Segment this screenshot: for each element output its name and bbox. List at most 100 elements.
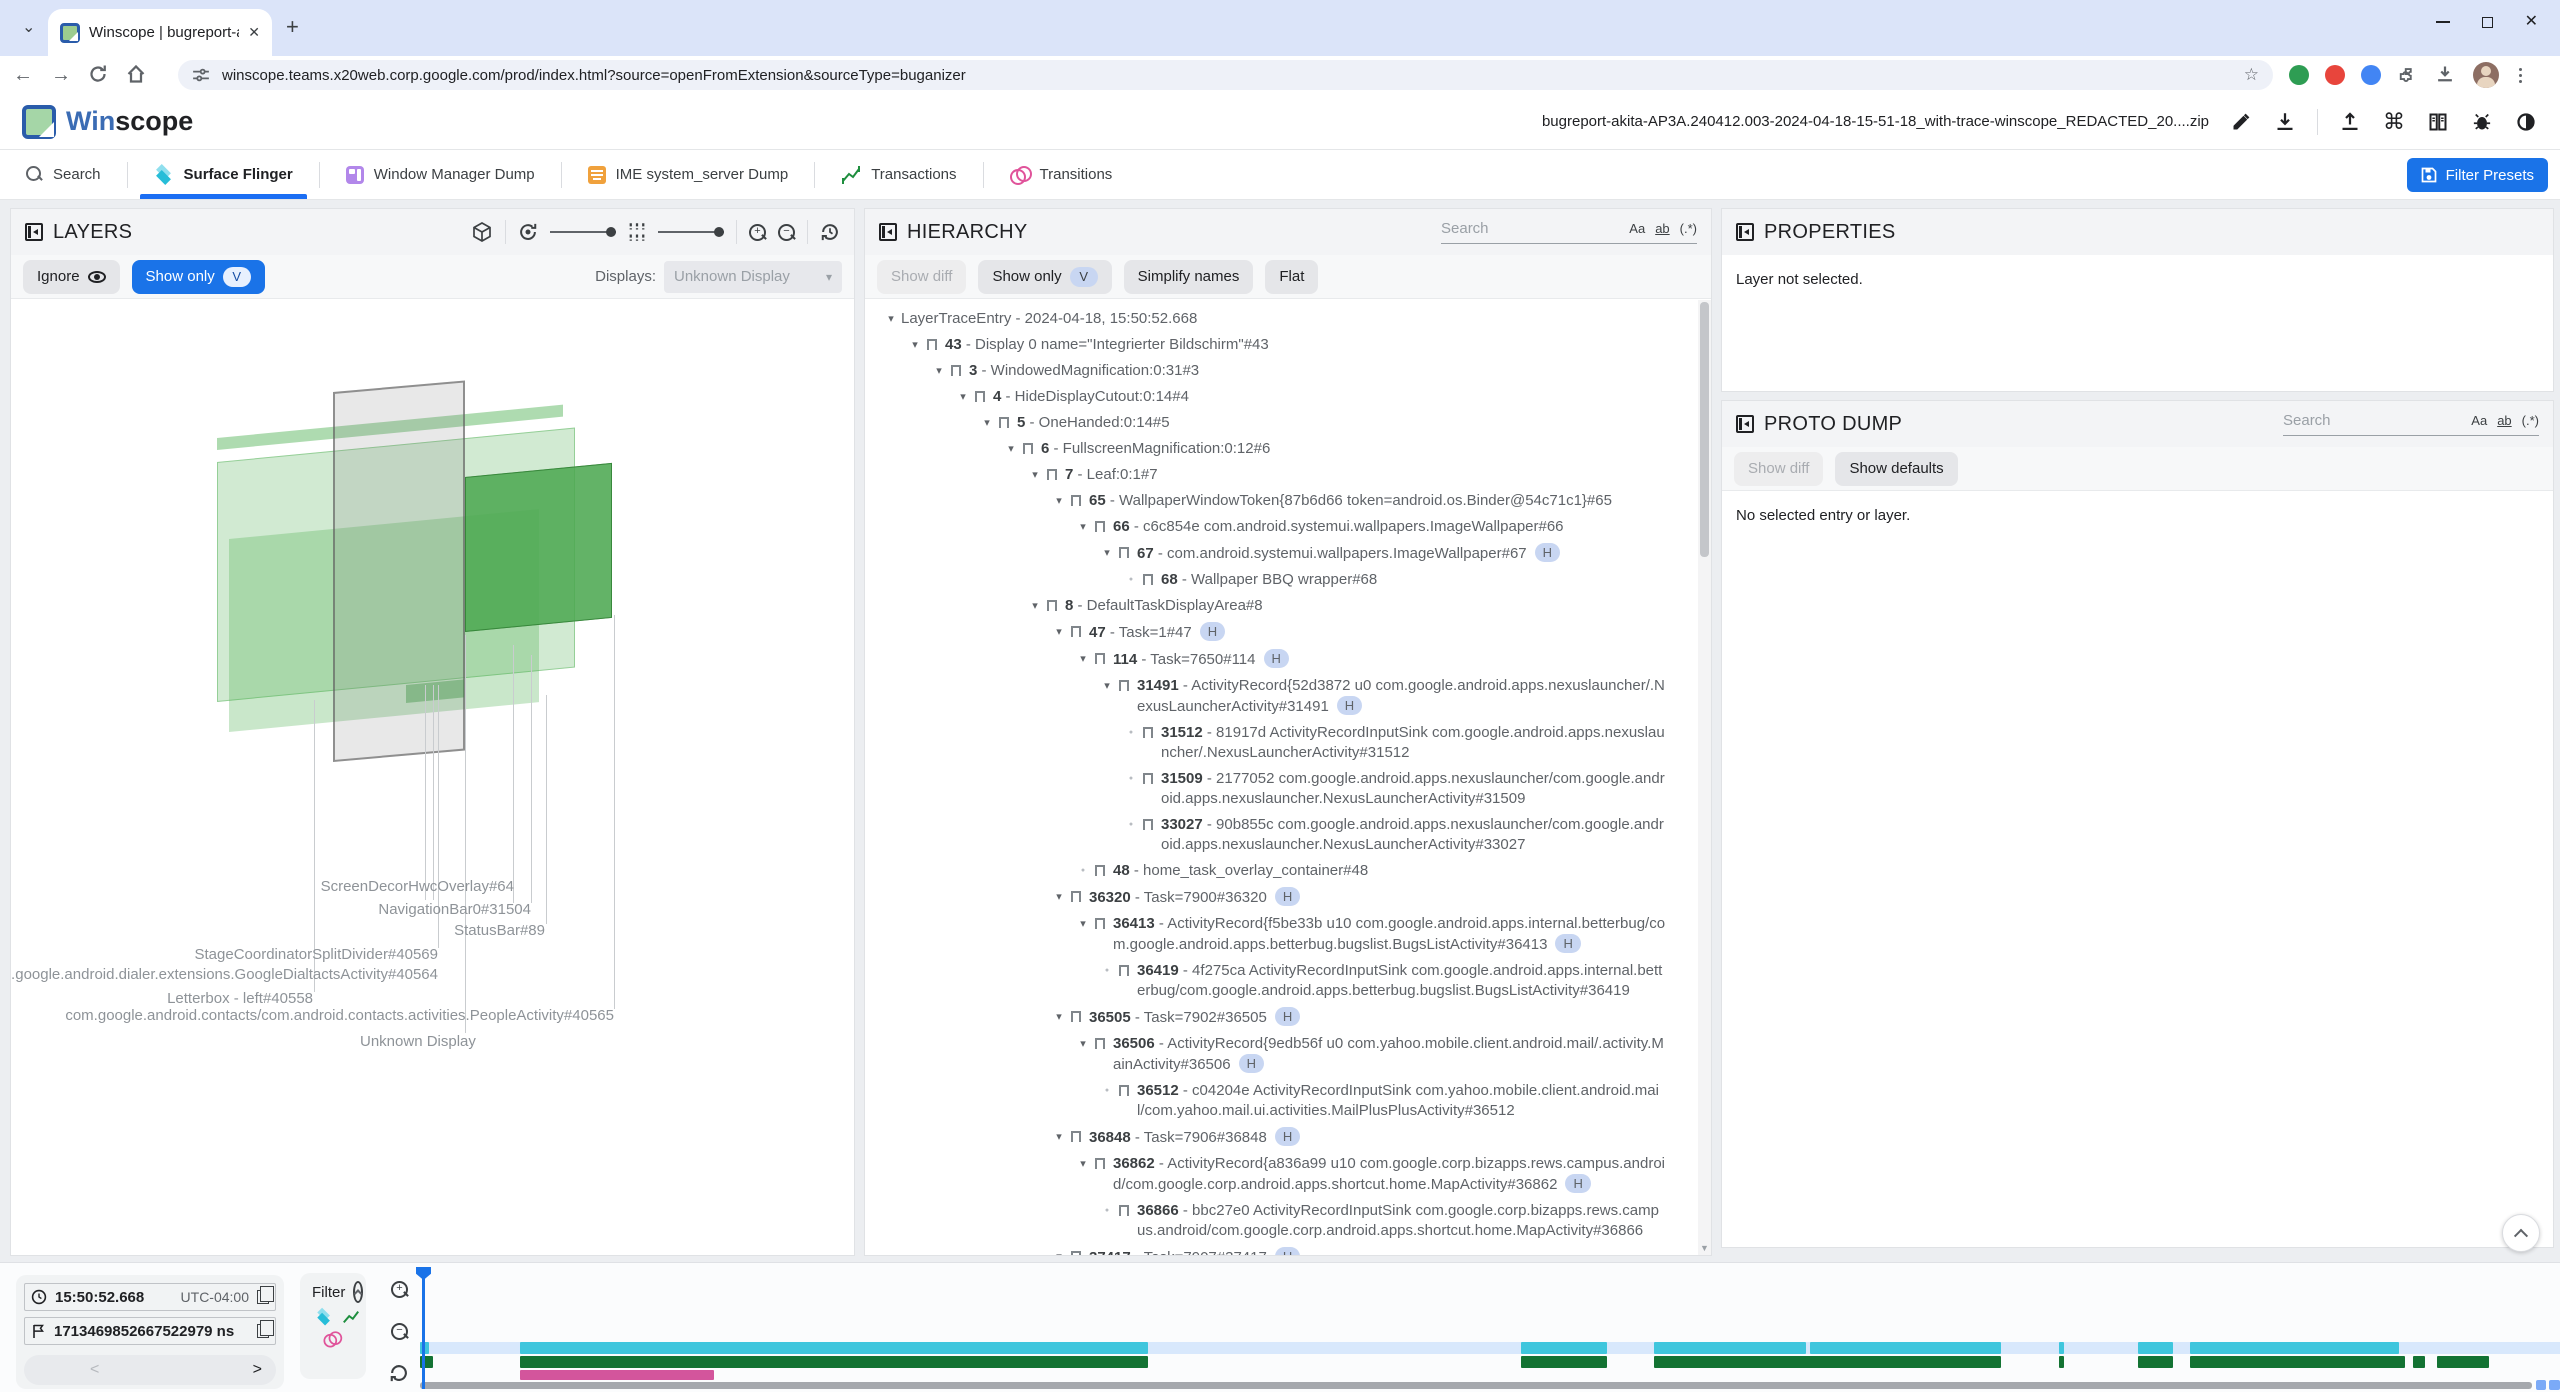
layer-label[interactable]: ScreenDecorHwcOverlay#64 xyxy=(320,878,514,895)
trace-segment[interactable] xyxy=(2059,1342,2064,1354)
match-case-icon[interactable]: Aa xyxy=(2471,413,2488,428)
tree-node[interactable]: ▾ 43 - Display 0 name="Integrierter Bilds… xyxy=(865,332,1698,358)
reset-view-icon[interactable] xyxy=(820,222,840,242)
show-diff-button[interactable]: Show diff xyxy=(877,259,967,294)
timeline-zoom-in-icon[interactable] xyxy=(391,1281,408,1298)
expand-arrow-icon[interactable]: ▾ xyxy=(1080,1158,1086,1170)
match-word-icon[interactable]: ab xyxy=(1655,221,1670,236)
trace-segment[interactable] xyxy=(1521,1356,1607,1368)
trace-segment[interactable] xyxy=(2413,1356,2425,1368)
dark-mode-toggle-icon[interactable] xyxy=(2514,110,2538,134)
show-diff-button[interactable]: Show diff xyxy=(1734,451,1824,486)
filter-presets-button[interactable]: Filter Presets xyxy=(2406,158,2548,192)
tab-close-icon[interactable]: ✕ xyxy=(248,24,260,40)
zoom-in-icon[interactable] xyxy=(749,223,766,241)
report-bug-icon[interactable] xyxy=(2470,110,2494,134)
layer-label[interactable]: Unknown Display xyxy=(360,1033,476,1050)
shortcuts-icon[interactable]: ⌘ xyxy=(2383,108,2405,134)
hierarchy-search-input[interactable] xyxy=(1441,220,1581,237)
trace-segment[interactable] xyxy=(520,1356,1148,1368)
rotation-slider[interactable] xyxy=(550,227,616,237)
next-frame-button[interactable]: > xyxy=(252,1361,262,1378)
expand-arrow-icon[interactable]: ▾ xyxy=(1032,469,1038,481)
tree-node[interactable]: ▾ 36505 - Task=7902#36505 H xyxy=(865,1004,1698,1031)
hierarchy-scrollbar[interactable]: ▼ xyxy=(1698,300,1711,1255)
trace-segment[interactable] xyxy=(1810,1342,2001,1354)
download-trace-icon[interactable] xyxy=(2273,110,2297,134)
match-case-icon[interactable]: Aa xyxy=(1629,221,1646,236)
3d-view-cube-icon[interactable] xyxy=(471,221,493,243)
tree-node[interactable]: ● 31512 - 81917d ActivityRecordInputSink … xyxy=(865,720,1698,766)
tree-node[interactable]: ● 36866 - bbc27e0 ActivityRecordInputSink… xyxy=(865,1198,1698,1244)
expand-arrow-icon[interactable]: ▾ xyxy=(1032,600,1038,612)
trace-segment[interactable] xyxy=(2059,1356,2064,1368)
transactions-track[interactable] xyxy=(420,1356,2560,1368)
extension-icon-blue[interactable] xyxy=(2361,65,2381,85)
layer-spacing-icon[interactable] xyxy=(628,222,646,242)
layer-label[interactable]: StageCoordinatorSplitDivider#40569 xyxy=(194,946,439,963)
upload-trace-icon[interactable] xyxy=(2338,110,2362,134)
back-icon[interactable]: ← xyxy=(13,64,33,86)
tree-node[interactable]: ▾ 36862 - ActivityRecord{a836a99 u10 com.… xyxy=(865,1151,1698,1198)
url-bar[interactable]: winscope.teams.x20web.corp.google.com/pr… xyxy=(178,60,2273,90)
tree-node[interactable]: ▾ 4 - HideDisplayCutout:0:14#4 xyxy=(865,384,1698,410)
downloads-icon[interactable] xyxy=(2435,64,2457,86)
expand-arrow-icon[interactable]: ▾ xyxy=(1056,626,1062,638)
expand-arrow-icon[interactable]: ▾ xyxy=(1080,653,1086,665)
tree-node[interactable]: ▾ 6 - FullscreenMagnification:0:12#6 xyxy=(865,436,1698,462)
tree-node[interactable]: ▾ 8 - DefaultTaskDisplayArea#8 xyxy=(865,593,1698,619)
regex-icon[interactable]: (.*) xyxy=(1679,221,1697,236)
extensions-puzzle-icon[interactable] xyxy=(2397,64,2419,86)
expand-arrow-icon[interactable]: ▾ xyxy=(1056,1131,1062,1143)
tree-node[interactable]: ▾ 36413 - ActivityRecord{f5be33b u10 com.… xyxy=(865,911,1698,958)
timeline-scrollbar-handle[interactable] xyxy=(2536,1380,2546,1390)
expand-arrow-icon[interactable]: ▾ xyxy=(1049,1247,1069,1255)
tree-node[interactable]: ▾ 36848 - Task=7906#36848 H xyxy=(865,1124,1698,1151)
tree-node[interactable]: ▾ LayerTraceEntry - 2024-04-18, 15:50:52.… xyxy=(865,306,1698,332)
copy-icon[interactable] xyxy=(257,1286,274,1304)
tree-node[interactable]: ▾ 37417 - Task=7907#37417H xyxy=(865,1244,1698,1255)
forward-icon[interactable]: → xyxy=(51,64,71,86)
expand-arrow-icon[interactable]: ▾ xyxy=(984,417,990,429)
trace-segment[interactable] xyxy=(1654,1356,2001,1368)
home-icon[interactable] xyxy=(126,64,148,86)
expand-arrow-icon[interactable]: ▾ xyxy=(1104,680,1110,692)
layer-label[interactable]: om.google.android.dialer.extensions.Goog… xyxy=(11,966,438,983)
expand-arrow-icon[interactable]: ▾ xyxy=(1080,918,1086,930)
browser-tab[interactable]: Winscope | bugreport-ak ✕ xyxy=(48,9,272,56)
regex-icon[interactable]: (.*) xyxy=(2521,413,2539,428)
reload-icon[interactable] xyxy=(88,64,110,86)
tree-node[interactable]: ▾ 36506 - ActivityRecord{9edb56f u0 com.y… xyxy=(865,1031,1698,1078)
match-word-icon[interactable]: ab xyxy=(2497,413,2512,428)
tree-node[interactable]: ▾ 67 - com.android.systemui.wallpapers.Im… xyxy=(865,540,1698,567)
spacing-slider[interactable] xyxy=(658,227,724,237)
tree-node[interactable]: ● 31509 - 2177052 com.google.android.apps… xyxy=(865,766,1698,812)
bookmark-star-icon[interactable]: ☆ xyxy=(2243,65,2259,84)
expand-arrow-icon[interactable]: ▾ xyxy=(1104,547,1110,559)
tree-node[interactable]: ● 36512 - c04204e ActivityRecordInputSink… xyxy=(865,1078,1698,1124)
window-close-icon[interactable]: ✕ xyxy=(2524,13,2538,30)
site-info-icon[interactable] xyxy=(192,66,210,84)
collapse-timeline-button[interactable] xyxy=(353,1281,364,1303)
timeline-cursor[interactable] xyxy=(422,1267,425,1389)
timeline-cursor-handle[interactable] xyxy=(416,1267,431,1280)
edit-file-icon[interactable] xyxy=(2229,110,2253,134)
rotation-icon[interactable] xyxy=(518,222,538,242)
tree-node[interactable]: ▾ 114 - Task=7650#114 H xyxy=(865,646,1698,673)
layer-label[interactable]: StatusBar#89 xyxy=(454,922,545,939)
tab-ime-dump[interactable]: IME system_server Dump xyxy=(562,150,815,199)
collapse-panel-button[interactable] xyxy=(2502,1214,2540,1252)
transactions-chart-icon[interactable] xyxy=(342,1308,360,1326)
extension-icon-green[interactable] xyxy=(2289,65,2309,85)
tree-node[interactable]: ▾ 66 - c6c854e com.android.systemui.wallp… xyxy=(865,514,1698,540)
expand-arrow-icon[interactable]: ▾ xyxy=(936,365,942,377)
expand-arrow-icon[interactable]: ▾ xyxy=(912,339,918,351)
browser-menu-icon[interactable] xyxy=(2519,67,2522,83)
trace-segment[interactable] xyxy=(2138,1356,2173,1368)
trace-segment[interactable] xyxy=(2138,1342,2173,1354)
prev-frame-button[interactable]: < xyxy=(90,1361,100,1378)
timeline-reset-zoom-icon[interactable] xyxy=(389,1363,409,1383)
timeline-scrollbar-handle[interactable] xyxy=(2549,1380,2560,1390)
expand-arrow-icon[interactable]: ▾ xyxy=(1080,1038,1086,1050)
show-only-visible-button[interactable]: Show only V xyxy=(131,259,265,294)
